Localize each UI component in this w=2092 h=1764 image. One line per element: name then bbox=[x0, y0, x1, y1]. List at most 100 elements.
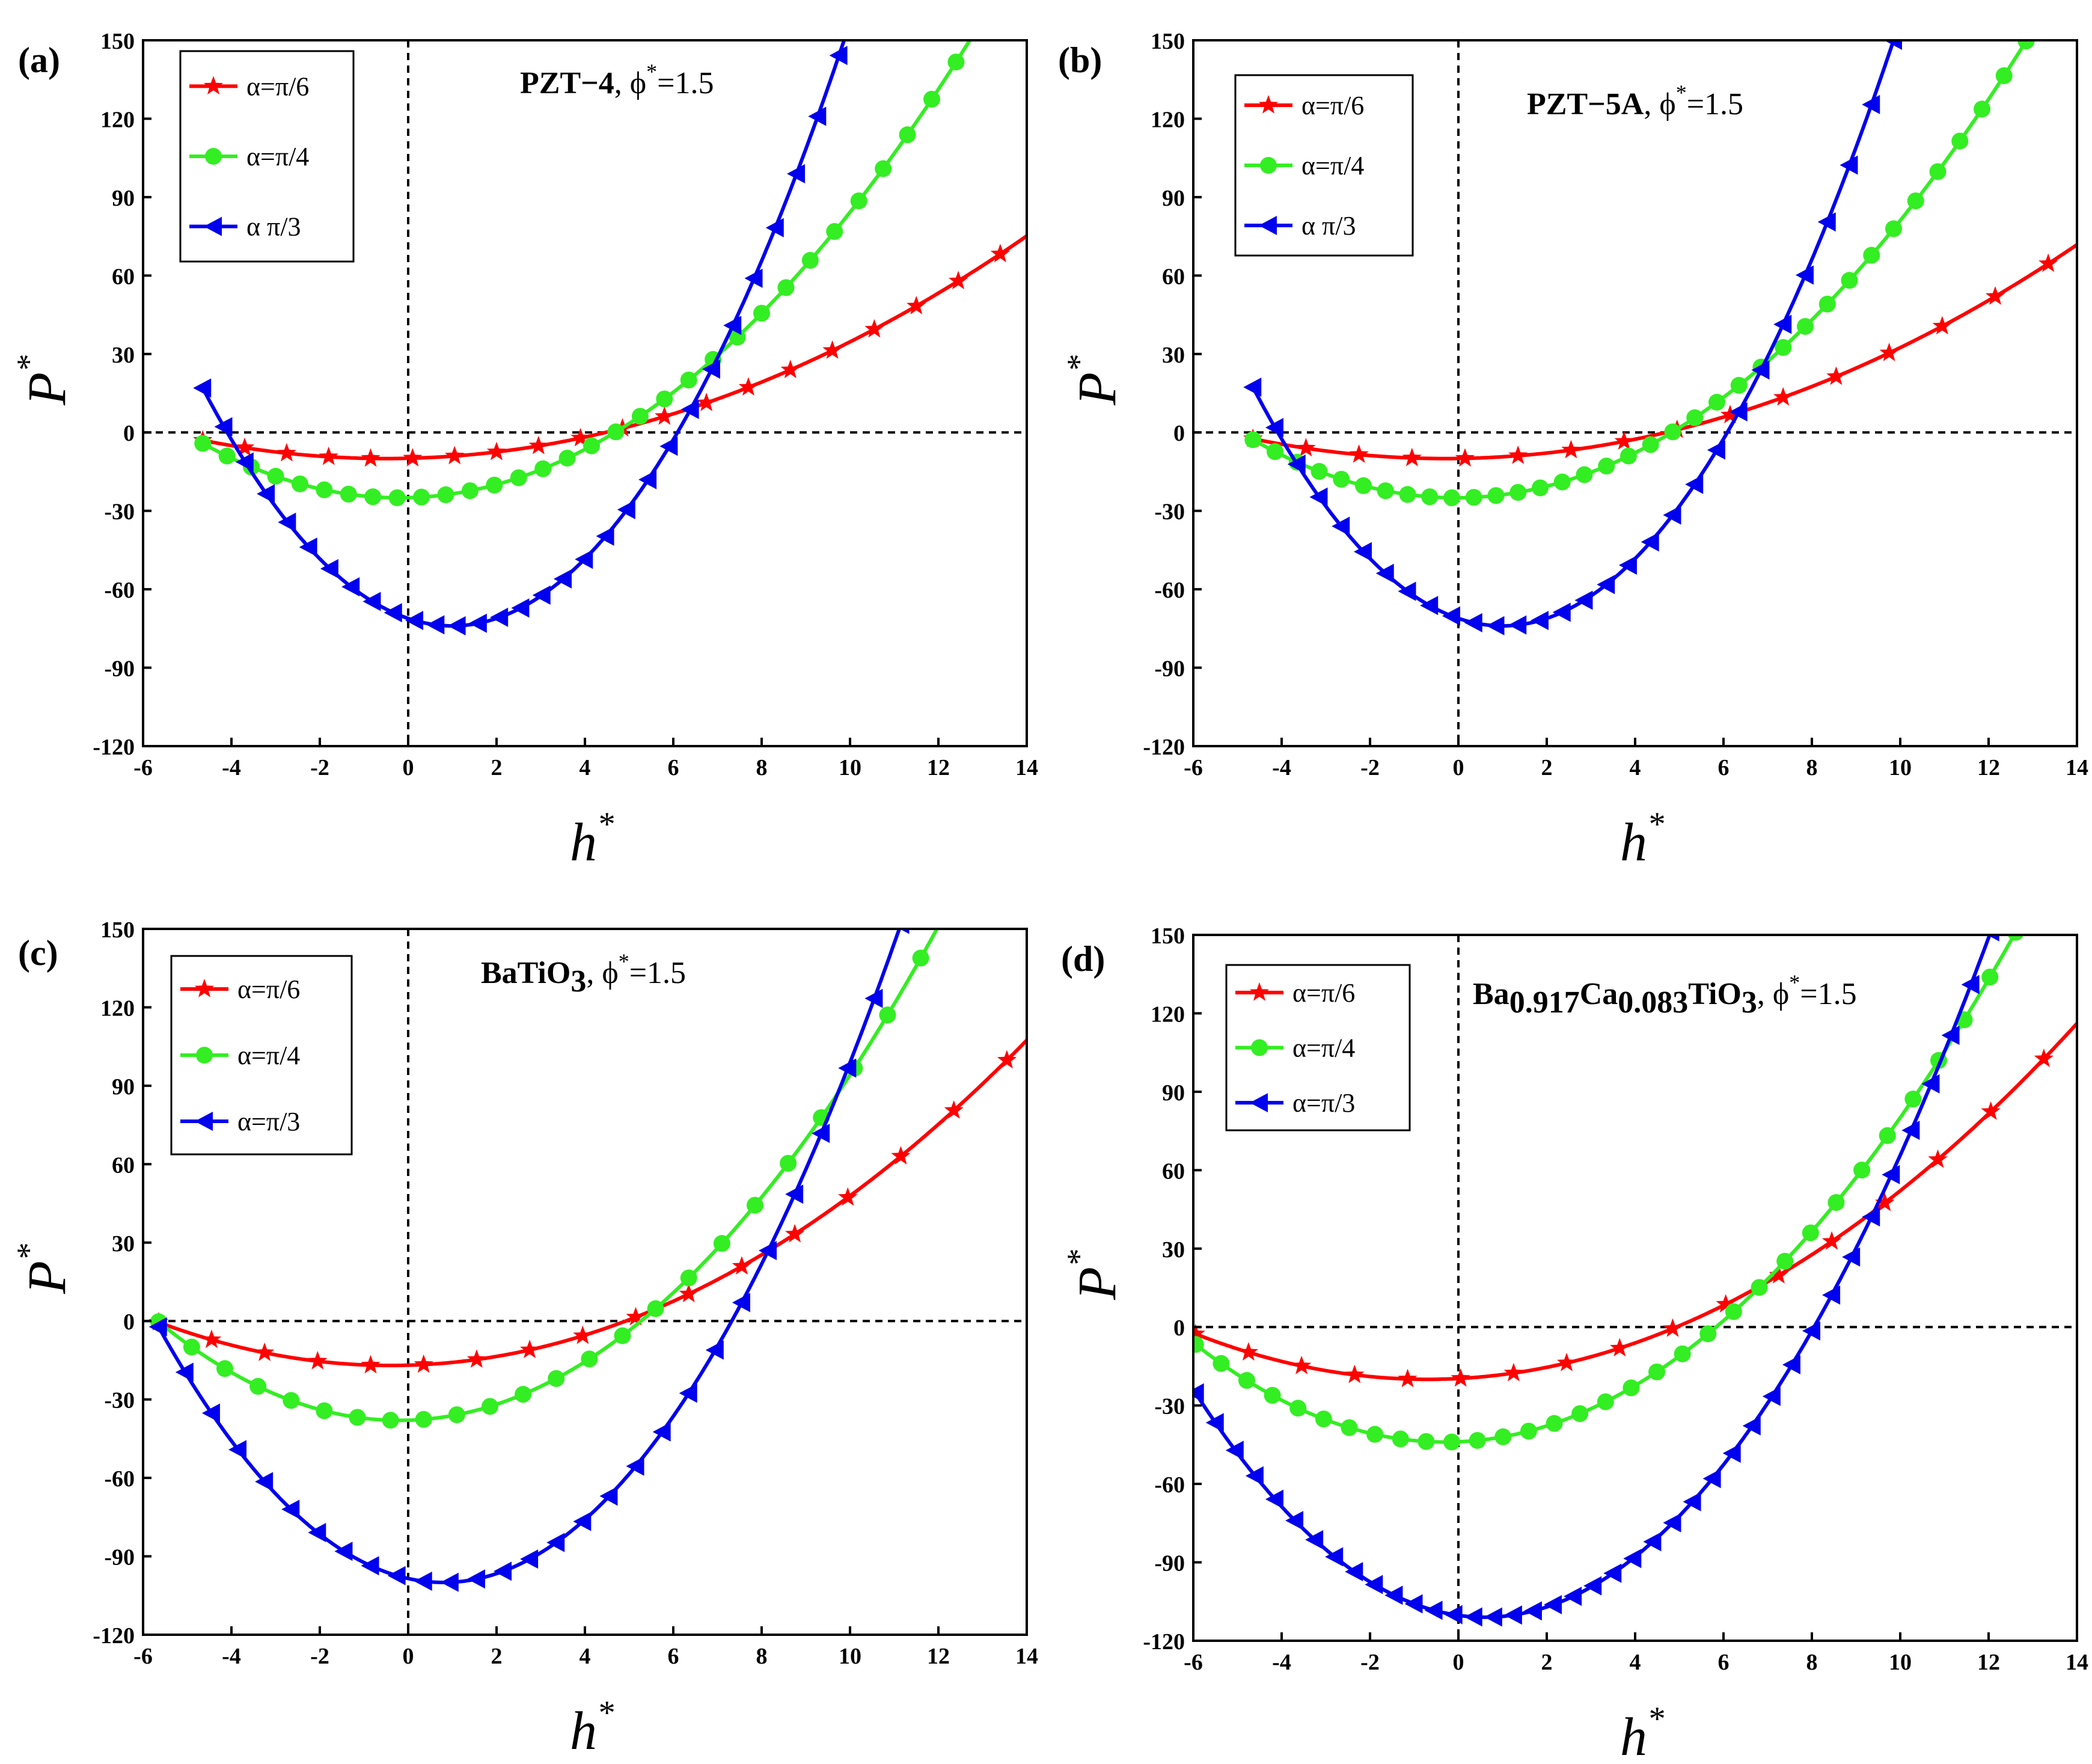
y-tick-label: 30 bbox=[1162, 343, 1185, 368]
legend-marker bbox=[194, 979, 215, 997]
x-tick-label: -4 bbox=[222, 1644, 241, 1669]
series-marker-1 bbox=[481, 1398, 498, 1415]
series-marker-0 bbox=[1503, 1362, 1523, 1382]
series-marker-2 bbox=[1597, 575, 1615, 595]
series-marker-0 bbox=[308, 1351, 328, 1370]
series-marker-2 bbox=[341, 577, 360, 596]
series-marker-2 bbox=[1862, 1207, 1880, 1227]
series-marker-1 bbox=[1399, 486, 1416, 503]
legend: α=π/6 α=π/4 α=π/3 bbox=[170, 955, 353, 1156]
series-marker-2 bbox=[1503, 1605, 1522, 1625]
series-marker-1 bbox=[1598, 458, 1615, 475]
y-tick-label: -90 bbox=[104, 1545, 135, 1570]
legend-entry: α=π/6 bbox=[246, 72, 309, 101]
series-marker-1 bbox=[1487, 487, 1505, 504]
series-marker-1 bbox=[1520, 1423, 1537, 1440]
y-tick-label: -60 bbox=[104, 1466, 135, 1492]
series-marker-2 bbox=[1265, 1489, 1283, 1509]
legend: α=π/6 α=π/4 α π/3 bbox=[179, 50, 355, 263]
x-axis-label: h* bbox=[1620, 806, 1664, 872]
x-tick-label: 14 bbox=[2066, 1650, 2088, 1675]
y-tick-label: -60 bbox=[104, 578, 135, 603]
series-marker-1 bbox=[249, 1377, 267, 1395]
series-marker-1 bbox=[316, 1402, 333, 1419]
series-marker-2 bbox=[1424, 1600, 1443, 1620]
series-marker-1 bbox=[558, 449, 576, 467]
series-marker-2 bbox=[1773, 314, 1792, 334]
series-marker-2 bbox=[626, 1456, 644, 1476]
series-marker-2 bbox=[235, 452, 254, 472]
legend-entry: α=π/6 bbox=[1292, 978, 1355, 1008]
series-marker-2 bbox=[447, 616, 466, 635]
series-marker-1 bbox=[923, 90, 940, 108]
panel-label: (b) bbox=[1058, 40, 1102, 80]
series-marker-2 bbox=[617, 500, 635, 519]
series-marker-0 bbox=[738, 377, 759, 396]
series-marker-2 bbox=[1574, 590, 1593, 610]
x-tick-label: -4 bbox=[1272, 755, 1291, 780]
series-marker-2 bbox=[1530, 611, 1549, 631]
series-marker-2 bbox=[1961, 975, 1980, 994]
series-marker-1 bbox=[194, 435, 212, 452]
series-marker-2 bbox=[1544, 1594, 1562, 1614]
legend-marker bbox=[203, 76, 224, 95]
series-marker-2 bbox=[334, 1542, 353, 1561]
series-marker-2 bbox=[899, 929, 910, 934]
series-marker-0 bbox=[1561, 439, 1581, 459]
y-tick-label: -30 bbox=[104, 1388, 135, 1413]
legend-marker bbox=[1251, 1039, 1268, 1056]
series-marker-1 bbox=[1995, 67, 2013, 84]
series-marker-2 bbox=[1729, 402, 1748, 422]
x-tick-label: 2 bbox=[1541, 1650, 1553, 1675]
series-marker-1 bbox=[1623, 1379, 1640, 1397]
series-marker-0 bbox=[1928, 1149, 1948, 1168]
series-marker-2 bbox=[387, 1566, 406, 1585]
series-marker-2 bbox=[490, 607, 509, 627]
series-marker-0 bbox=[1610, 1338, 1630, 1357]
series-marker-0 bbox=[414, 1354, 433, 1373]
x-tick-label: 12 bbox=[927, 755, 950, 780]
series-marker-2 bbox=[1702, 1469, 1721, 1489]
series-marker-2 bbox=[278, 512, 296, 532]
x-axis-label: h* bbox=[570, 806, 614, 872]
series-marker-2 bbox=[1464, 1607, 1482, 1627]
material-annotation: BaTiO3, ϕ*=1.5 bbox=[481, 949, 686, 999]
series-marker-0 bbox=[1291, 1355, 1312, 1374]
series-marker-2 bbox=[1325, 1547, 1344, 1567]
series-marker-2 bbox=[1663, 1513, 1681, 1533]
series-marker-2 bbox=[1564, 1587, 1582, 1606]
x-tick-label: -2 bbox=[1360, 1650, 1380, 1675]
series-marker-2 bbox=[1508, 615, 1527, 635]
y-tick-label: 150 bbox=[100, 917, 135, 943]
y-tick-label: -120 bbox=[1143, 1629, 1185, 1655]
x-tick-label: 10 bbox=[1889, 755, 1912, 780]
series-marker-1 bbox=[713, 1235, 730, 1252]
series-marker-2 bbox=[308, 1523, 326, 1543]
y-tick-label: 150 bbox=[1151, 29, 1185, 54]
series-marker-0 bbox=[201, 1329, 222, 1349]
series-marker-2 bbox=[468, 613, 487, 633]
series-marker-1 bbox=[1776, 1252, 1794, 1270]
x-tick-label: 4 bbox=[580, 1644, 591, 1669]
y-tick-label: 60 bbox=[112, 1153, 135, 1178]
series-marker-1 bbox=[631, 408, 649, 425]
y-tick-label: 0 bbox=[1173, 1315, 1185, 1341]
series-marker-0 bbox=[1773, 387, 1793, 406]
series-marker-1 bbox=[1531, 479, 1549, 497]
series-marker-0 bbox=[785, 1223, 805, 1243]
series-marker-2 bbox=[1862, 94, 1880, 114]
x-tick-label: 12 bbox=[1977, 1650, 2000, 1675]
series-marker-2 bbox=[426, 615, 445, 635]
x-tick-label: 10 bbox=[1889, 1650, 1912, 1675]
y-tick-label: 120 bbox=[100, 107, 135, 132]
series-marker-0 bbox=[466, 1349, 487, 1368]
series-marker-1 bbox=[218, 447, 236, 465]
legend-marker bbox=[195, 1112, 213, 1131]
series-marker-2 bbox=[1782, 1355, 1800, 1374]
series-marker-2 bbox=[573, 1511, 592, 1531]
series-marker-2 bbox=[1762, 1386, 1781, 1406]
x-tick-label: -2 bbox=[310, 755, 329, 780]
legend-marker bbox=[1260, 157, 1277, 174]
series-marker-1 bbox=[1377, 482, 1394, 500]
y-tick-label: 30 bbox=[1162, 1237, 1185, 1263]
